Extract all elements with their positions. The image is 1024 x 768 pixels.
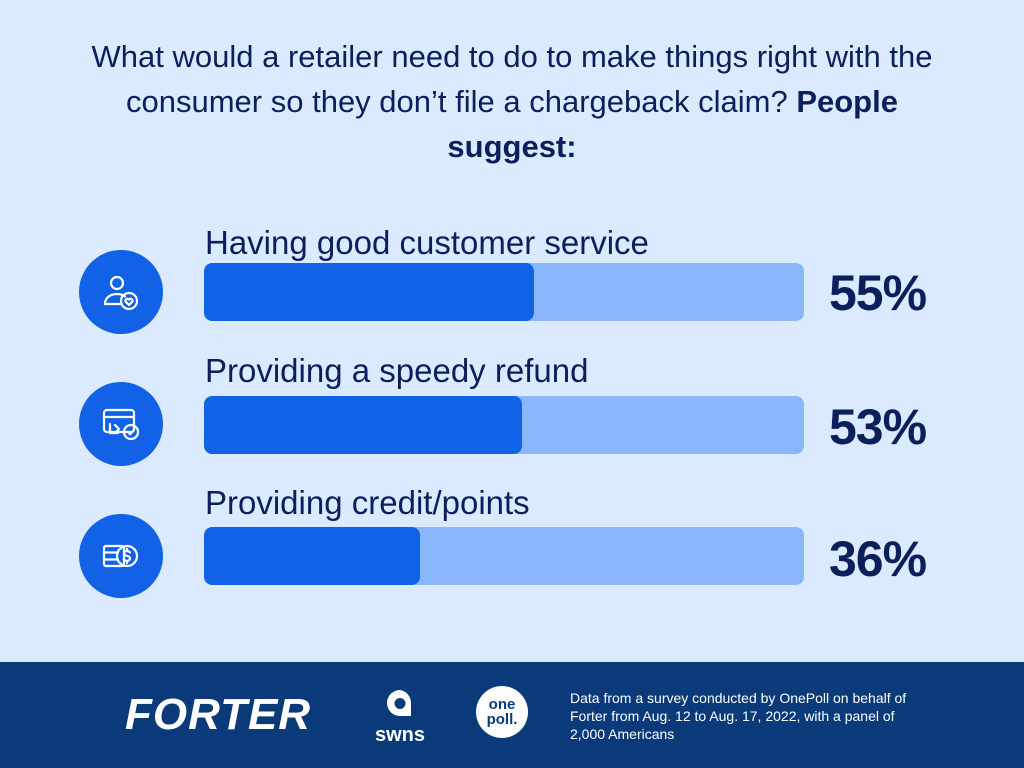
card-refund-icon	[79, 382, 163, 466]
bar-track	[204, 396, 804, 454]
bar-value-label: 53%	[829, 399, 927, 455]
bar	[204, 527, 420, 585]
title-lead: What would a retailer need to do to make…	[91, 39, 933, 119]
title-emphasis: People suggest:	[447, 84, 898, 164]
bar-value-label: 55%	[829, 265, 927, 321]
bar	[204, 263, 534, 321]
onepoll-logo: one poll.	[476, 686, 528, 738]
customer-heart-icon	[79, 250, 163, 334]
bar-track	[204, 527, 804, 585]
footer: FORTER swns one poll. Data from a survey…	[0, 662, 1024, 768]
swns-logo: swns	[368, 684, 432, 746]
bar-row: Providing a speedy refund 53%	[0, 352, 1024, 486]
chart-title: What would a retailer need to do to make…	[60, 34, 964, 169]
bar-label: Having good customer service	[205, 224, 649, 261]
forter-logo: FORTER	[125, 690, 312, 739]
swns-wordmark: swns	[374, 724, 426, 746]
bar-label: Providing a speedy refund	[205, 352, 589, 389]
bar-value-label: 36%	[829, 531, 927, 587]
swns-mark-icon	[387, 690, 412, 716]
bar-row: Having good customer service 55%	[0, 224, 1024, 354]
bar-label: Providing credit/points	[205, 484, 530, 521]
credit-dollar-icon	[79, 514, 163, 598]
bar-row: Providing credit/points 36%	[0, 484, 1024, 618]
source-note: Data from a survey conducted by OnePoll …	[570, 690, 907, 742]
onepoll-line1: one	[488, 696, 516, 713]
bar	[204, 396, 522, 454]
bar-track	[204, 263, 804, 321]
onepoll-line2: poll.	[486, 711, 518, 728]
